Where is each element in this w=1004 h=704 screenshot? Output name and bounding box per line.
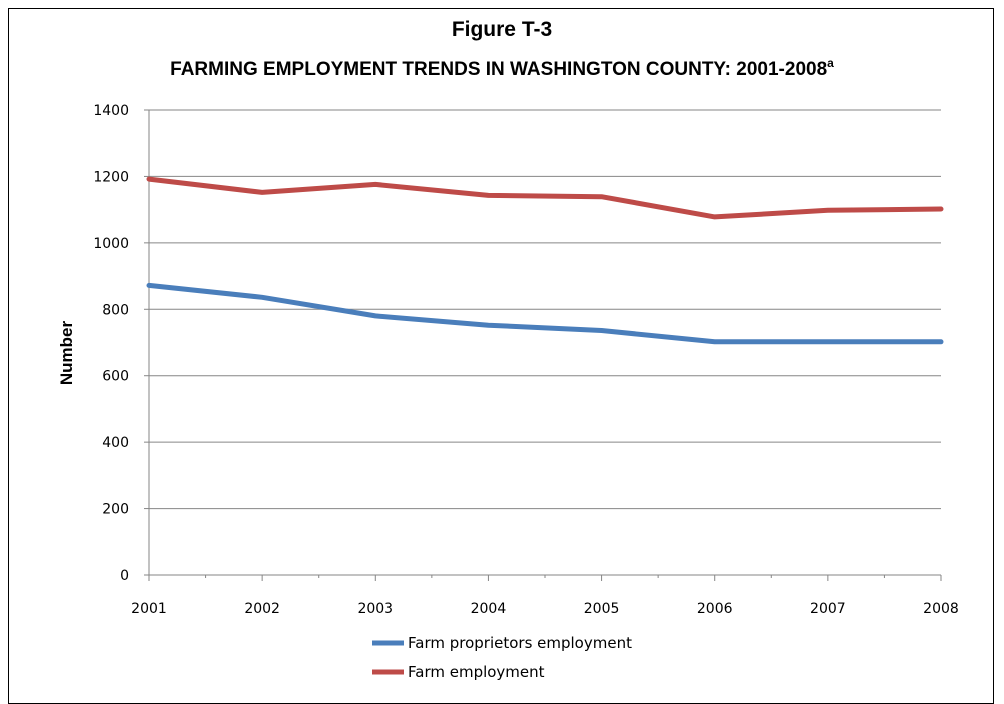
legend-label: Farm employment [408, 663, 545, 681]
legend: Farm proprietors employment Farm employme… [372, 634, 632, 681]
legend-label: Farm proprietors employment [408, 634, 632, 652]
y-tick-label: 1200 [93, 169, 129, 185]
chart-title-text: FARMING EMPLOYMENT TRENDS IN WASHINGTON … [170, 59, 828, 80]
y-tick-label: 1400 [93, 103, 129, 119]
x-tick-label: 2008 [923, 601, 959, 617]
x-tick-label: 2001 [131, 601, 167, 617]
y-tick-label: 200 [102, 502, 129, 518]
figure-label: Figure T-3 [451, 18, 553, 41]
series-lines [146, 176, 944, 345]
x-tick-label: 2005 [584, 601, 620, 617]
series-line-2 [146, 176, 944, 220]
x-tick-label: 2002 [244, 601, 280, 617]
figure-frame [8, 8, 994, 704]
axes [144, 109, 942, 581]
x-tick-label: 2003 [357, 601, 393, 617]
x-tick-label: 2006 [697, 601, 733, 617]
series-line-1 [146, 282, 944, 345]
y-tick-label: 1000 [93, 236, 129, 252]
x-tick-labels: 2001 2002 2003 2004 2005 2006 2007 2008 [131, 601, 959, 617]
y-tick-label: 0 [120, 568, 129, 584]
gridlines [149, 109, 941, 510]
x-tick-label: 2007 [810, 601, 846, 617]
y-tick-label: 600 [102, 369, 129, 385]
title-footnote-marker: a [827, 56, 834, 70]
y-tick-label: 800 [102, 302, 129, 318]
y-axis-label: Number [57, 321, 76, 386]
y-tick-labels: 0 200 400 600 800 1000 1200 1400 [93, 103, 129, 584]
chart-title: FARMING EMPLOYMENT TRENDS IN WASHINGTON … [0, 56, 1004, 81]
x-tick-label: 2004 [471, 601, 507, 617]
y-tick-label: 400 [102, 435, 129, 451]
